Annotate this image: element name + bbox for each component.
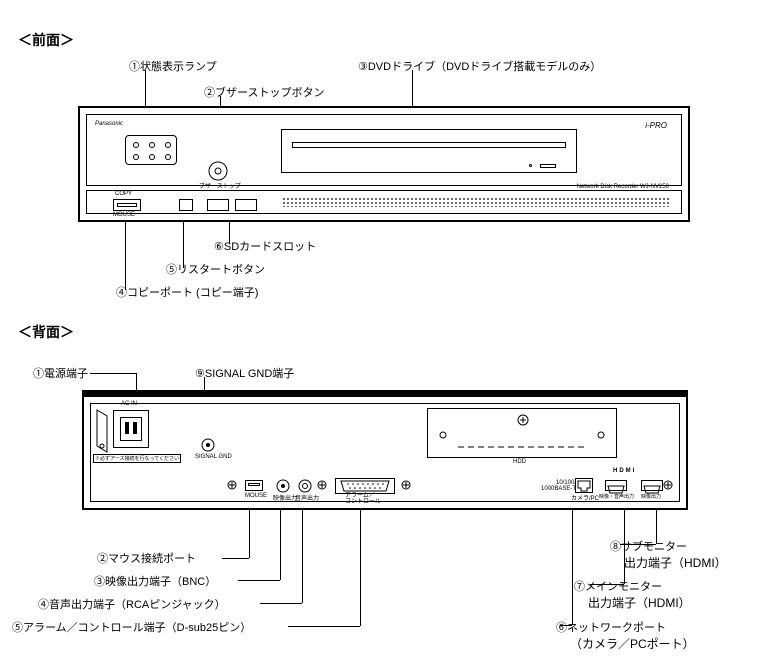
dvd-led	[529, 164, 532, 167]
bnc-port	[275, 478, 291, 494]
leader	[624, 500, 625, 584]
front-device-body: Panasonic i-PRO ブザーストップ COPY MOUSE	[78, 106, 690, 222]
model-label: Network Disk Recorder WJ-NV250	[577, 184, 669, 190]
hdmi-sub-label: 映像・音声出力	[599, 493, 634, 500]
leader	[280, 500, 281, 580]
hdmi-main-port	[641, 480, 663, 491]
sd-slot-a	[207, 199, 229, 211]
dvd-drive	[281, 129, 577, 173]
ipro-logo: i-PRO	[645, 121, 667, 130]
hdd-panel	[427, 408, 617, 458]
dvd-tray	[292, 142, 566, 148]
leader	[288, 626, 360, 627]
ground-clip-icon	[93, 408, 111, 454]
rear-label-8b: 出力端子（HDMI）	[624, 554, 727, 571]
dvd-eject	[540, 164, 556, 168]
leader	[572, 500, 573, 625]
sd-slot-b	[235, 199, 257, 211]
leader	[360, 500, 361, 626]
mouse-port	[245, 480, 263, 491]
lan-port	[575, 478, 593, 493]
rear-device-body: AC IN ※必ずアース接続を行なってください SIGNAL GND HDD	[82, 390, 688, 510]
copy-port	[113, 199, 141, 211]
leader	[560, 625, 572, 626]
front-label-1: ①状態表示ランプ	[129, 58, 217, 74]
audio-label: 音声出力	[295, 493, 319, 502]
restart-button	[179, 199, 193, 211]
brand-text: Panasonic	[95, 121, 123, 127]
hdmi-main-label: 映像出力	[641, 493, 661, 500]
rear-inner: AC IN ※必ずアース接続を行なってください SIGNAL GND HDD	[90, 403, 680, 502]
front-label-2: ②ブザーストップボタン	[204, 84, 324, 100]
rear-title: ＜背面＞	[18, 322, 74, 342]
mouse-port-label: MOUSE	[245, 493, 267, 499]
status-lamps	[125, 135, 177, 165]
lan-speed-label: 10/100/ 1000BASE-T	[541, 480, 576, 492]
vent-grille	[282, 197, 671, 207]
leader	[590, 584, 624, 585]
leader	[125, 215, 126, 290]
front-lower: COPY MOUSE Network Disk Recorder WJ-NV25…	[86, 190, 682, 214]
leader	[260, 603, 302, 604]
rear-label-4: ④音声出力端子（RCAピンジャック）	[38, 596, 226, 612]
copy-label: COPY	[115, 191, 132, 197]
rear-label-9: ⑨SIGNAL GND端子	[195, 365, 294, 381]
leader	[302, 500, 303, 603]
front-title: ＜前面＞	[18, 30, 74, 50]
caution-label: ※必ずアース接続を行なってください	[93, 454, 181, 463]
leader	[238, 580, 280, 581]
leader	[620, 544, 656, 545]
leader	[90, 373, 136, 374]
rear-label-5: ⑤アラーム／コントロール端子（D-sub25ピン）	[12, 619, 251, 635]
video-label: 映像出力	[273, 493, 297, 502]
front-bezel: Panasonic i-PRO ブザーストップ	[86, 114, 682, 186]
front-label-5: ⑤リスタートボタン	[166, 261, 265, 277]
buzzer-label: ブザーストップ	[199, 181, 241, 190]
acin-label: AC IN	[121, 401, 137, 407]
leader	[222, 558, 249, 559]
rear-label-8a: ⑧サブモニター	[610, 538, 687, 554]
rear-label-7b: 出力端子（HDMI）	[588, 594, 691, 611]
signal-gnd-icon	[199, 436, 217, 454]
rear-label-3: ③映像出力端子（BNC）	[94, 573, 216, 589]
hdd-label: HDD	[513, 459, 526, 465]
camera-label: カメラ/PC	[571, 493, 599, 502]
rear-label-7a: ⑦メインモニター	[574, 578, 662, 594]
alarm-label: アラーム／ コントロール	[345, 493, 381, 505]
rear-label-1: ①電源端子	[33, 365, 88, 381]
mouse-label: MOUSE	[113, 212, 135, 218]
rear-label-2: ②マウス接続ポート	[97, 550, 196, 566]
rca-port	[297, 478, 313, 494]
front-label-4: ④コピーポート (コピー端子)	[116, 284, 258, 300]
signal-gnd-label: SIGNAL GND	[195, 454, 232, 460]
hdmi-label: HDMI	[613, 468, 636, 474]
power-connector	[113, 410, 149, 448]
hdmi-sub-port	[605, 480, 627, 491]
front-label-3: ③DVDドライブ（DVDドライブ搭載モデルのみ）	[358, 58, 601, 74]
rear-label-6b: （カメラ／PCポート）	[570, 635, 695, 652]
dsub-port	[335, 478, 395, 494]
